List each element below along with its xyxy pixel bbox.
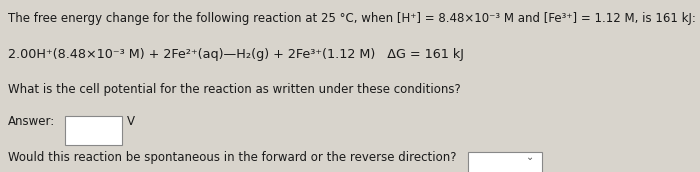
Text: ⌄: ⌄ [526,152,534,162]
Text: V: V [127,115,135,128]
Text: Answer:: Answer: [8,115,56,128]
Text: Would this reaction be spontaneous in the forward or the reverse direction?: Would this reaction be spontaneous in th… [8,151,457,164]
FancyBboxPatch shape [468,152,542,172]
Text: What is the cell potential for the reaction as written under these conditions?: What is the cell potential for the react… [8,83,461,96]
Text: The free energy change for the following reaction at 25 °C, when [H⁺] = 8.48×10⁻: The free energy change for the following… [8,12,696,25]
FancyBboxPatch shape [65,116,122,145]
Text: 2.00H⁺(8.48×10⁻³ M) + 2Fe²⁺(aq)—H₂(g) + 2Fe³⁺(1.12 M)   ΔG = 161 kJ: 2.00H⁺(8.48×10⁻³ M) + 2Fe²⁺(aq)—H₂(g) + … [8,48,464,61]
